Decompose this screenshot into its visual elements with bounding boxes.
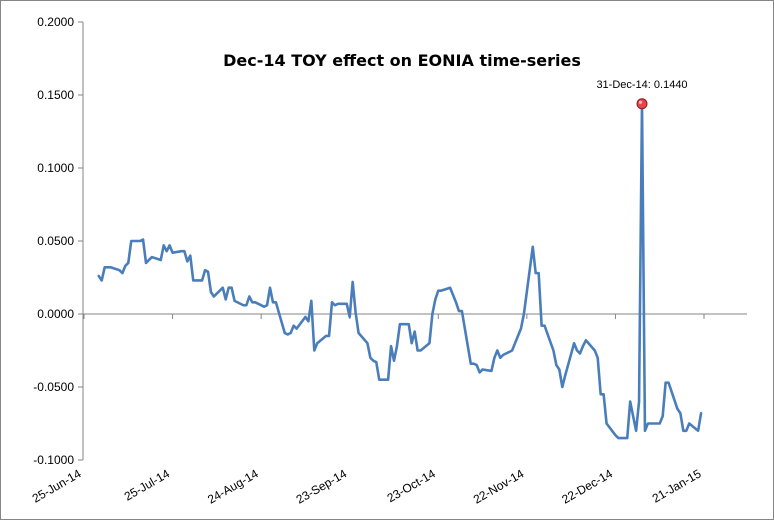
chart-title: Dec-14 TOY effect on EONIA time-series (223, 51, 581, 70)
y-axis: 0.2000 0.1500 0.1000 0.0500 0.0000 -0.0500 -0.… (33, 15, 84, 467)
annotation-layer: 31-Dec-14: 0.1440 (596, 79, 688, 110)
y-tick-label: 0.1500 (37, 88, 74, 102)
series-layer (97, 102, 703, 440)
y-tick-label: 0.0500 (37, 234, 74, 248)
y-tick-label: -0.1000 (33, 453, 74, 467)
y-tick-label: 0.0000 (37, 307, 74, 321)
y-tick-label: 0.2000 (37, 15, 74, 29)
peak-annotation-label: 31-Dec-14: 0.1440 (596, 79, 687, 91)
y-tick-label: 0.1000 (37, 161, 74, 175)
peak-marker (636, 98, 648, 110)
y-tick-label: -0.0500 (33, 380, 74, 394)
peak-marker-highlight (638, 100, 643, 104)
series-line (97, 102, 703, 440)
